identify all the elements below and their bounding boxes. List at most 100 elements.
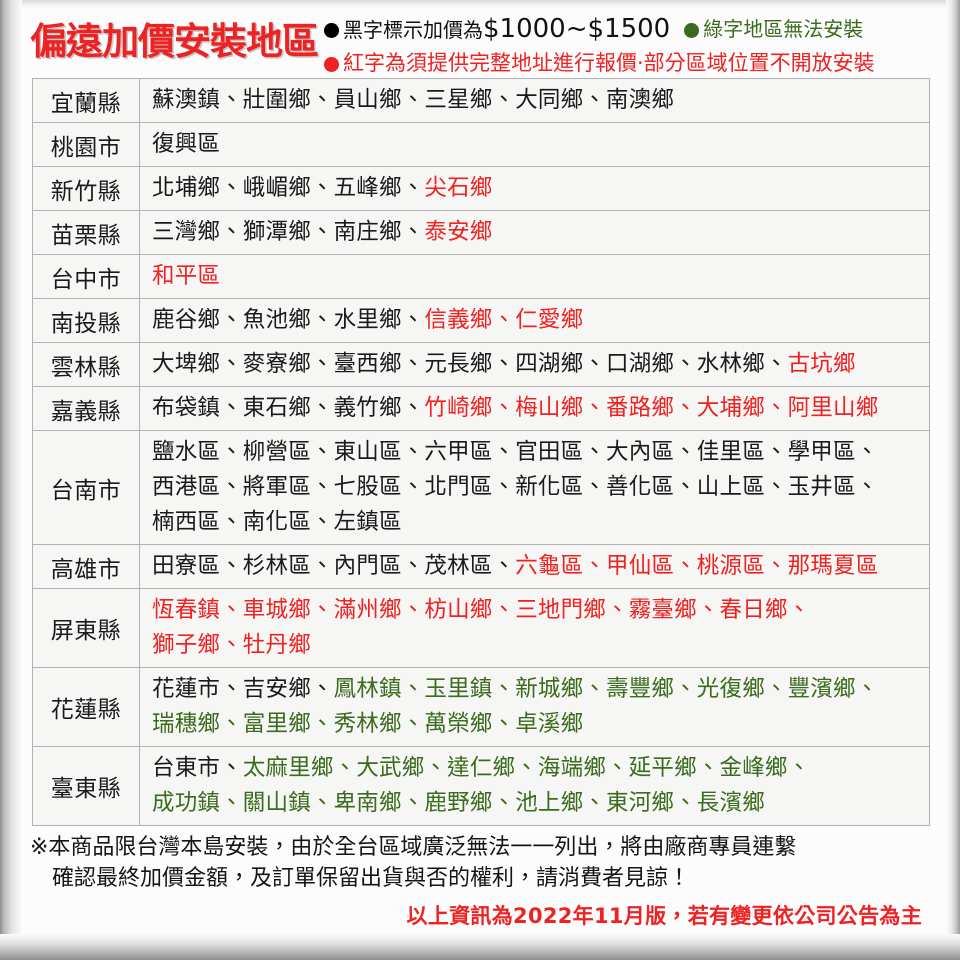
area-list-cell: 鹽水區、柳營區、東山區、六甲區、官田區、大內區、佳里區、學甲區、西港區、將軍區、… bbox=[140, 431, 929, 544]
area-line: 台東市、太麻里鄉、大武鄉、達仁鄉、海端鄉、延平鄉、金峰鄉、 bbox=[152, 751, 923, 786]
table-row: 宜蘭縣 蘇澳鎮、壯圍鄉、員山鄉、三星鄉、大同鄉、南澳鄉 bbox=[33, 79, 929, 123]
county-name-cell: 新竹縣 bbox=[33, 167, 140, 210]
area-line: 布袋鎮、東石鄉、義竹鄉、竹崎鄉、梅山鄉、番路鄉、大埔鄉、阿里山鄉 bbox=[152, 391, 923, 426]
area-list-cell: 復興區 bbox=[140, 123, 929, 166]
table-row: 新竹縣 北埔鄉、峨嵋鄉、五峰鄉、尖石鄉 bbox=[33, 167, 929, 211]
disclaimer-line-2: 確認最終加價金額，及訂單保留出貨與否的權利，請消費者見諒！ bbox=[52, 866, 691, 891]
area-segment-black: 西港區、將軍區、七股區、北門區、新化區、善化區、山上區、玉井區、 bbox=[152, 474, 879, 500]
area-list-cell: 田寮區、杉林區、內門區、茂林區、六龜區、甲仙區、桃源區、那瑪夏區 bbox=[140, 545, 929, 588]
area-segment-green: 太麻里鄉、大武鄉、達仁鄉、海端鄉、延平鄉、金峰鄉、 bbox=[242, 755, 811, 781]
area-list-cell: 蘇澳鎮、壯圍鄉、員山鄉、三星鄉、大同鄉、南澳鄉 bbox=[140, 79, 929, 122]
area-list-cell: 恆春鎮、車城鄉、滿州鄉、枋山鄉、三地門鄉、霧臺鄉、春日鄉、 獅子鄉、牡丹鄉 bbox=[140, 589, 929, 667]
county-name-cell: 嘉義縣 bbox=[33, 387, 140, 430]
area-line: 北埔鄉、峨嵋鄉、五峰鄉、尖石鄉 bbox=[152, 171, 923, 206]
area-line: 楠西區、南化區、左鎮區 bbox=[152, 505, 923, 540]
area-segment-red: 尖石鄉 bbox=[424, 175, 493, 201]
legend-price-range: $1000~$1500 bbox=[483, 13, 671, 44]
area-segment-red: 恆春鎮、車城鄉、滿州鄉、枋山鄉、三地門鄉、霧臺鄉、春日鄉、 bbox=[152, 597, 811, 623]
area-segment-black: 復興區 bbox=[152, 131, 221, 157]
area-segment-red: 竹崎鄉、梅山鄉、番路鄉、大埔鄉、阿里山鄉 bbox=[424, 395, 879, 421]
county-name-cell: 宜蘭縣 bbox=[33, 79, 140, 122]
legend-black-prefix: 黑字標示加價為 bbox=[343, 17, 483, 42]
table-row: 嘉義縣 布袋鎮、東石鄉、義竹鄉、竹崎鄉、梅山鄉、番路鄉、大埔鄉、阿里山鄉 bbox=[33, 387, 929, 431]
red-dot-icon bbox=[324, 56, 339, 72]
area-line: 田寮區、杉林區、內門區、茂林區、六龜區、甲仙區、桃源區、那瑪夏區 bbox=[152, 549, 923, 584]
area-segment-black: 布袋鎮、東石鄉、義竹鄉、 bbox=[152, 395, 425, 421]
frame-edge-left bbox=[0, 0, 22, 960]
county-name-cell: 苗栗縣 bbox=[33, 211, 140, 254]
table-row: 苗栗縣 三灣鄉、獅潭鄉、南庄鄉、泰安鄉 bbox=[33, 211, 929, 255]
county-name-cell: 台中市 bbox=[33, 255, 140, 298]
table-row: 屏東縣 恆春鎮、車城鄉、滿州鄉、枋山鄉、三地門鄉、霧臺鄉、春日鄉、 獅子鄉、牡丹鄉 bbox=[33, 589, 929, 668]
area-line: 蘇澳鎮、壯圍鄉、員山鄉、三星鄉、大同鄉、南澳鄉 bbox=[152, 83, 923, 118]
area-segment-black: 台東市、 bbox=[152, 755, 243, 781]
area-segment-red: 和平區 bbox=[152, 263, 221, 289]
area-line: 瑞穗鄉、富里鄉、秀林鄉、萬榮鄉、卓溪鄉 bbox=[152, 707, 923, 742]
table-row: 南投縣 鹿谷鄉、魚池鄉、水里鄉、信義鄉、仁愛鄉 bbox=[33, 299, 929, 343]
area-line: 和平區 bbox=[152, 259, 923, 294]
table-row: 桃園市 復興區 bbox=[33, 123, 929, 167]
table-row: 臺東縣 台東市、太麻里鄉、大武鄉、達仁鄉、海端鄉、延平鄉、金峰鄉、成功鎮、關山鎮、… bbox=[33, 747, 929, 825]
county-name-cell: 臺東縣 bbox=[33, 747, 140, 825]
area-line: 花蓮市、吉安鄉、鳳林鎮、玉里鎮、新城鄉、壽豐鄉、光復鄉、豐濱鄉、 bbox=[152, 672, 923, 707]
area-segment-red: 古坑鄉 bbox=[787, 351, 856, 377]
area-segment-red: 獅子鄉、牡丹鄉 bbox=[152, 632, 311, 658]
area-list-cell: 台東市、太麻里鄉、大武鄉、達仁鄉、海端鄉、延平鄉、金峰鄉、成功鎮、關山鎮、卑南鄉… bbox=[140, 747, 929, 825]
table-row: 雲林縣 大埤鄉、麥寮鄉、臺西鄉、元長鄉、四湖鄉、口湖鄉、水林鄉、古坑鄉 bbox=[33, 343, 929, 387]
banner-footer: ※本商品限台灣本島安裝，由於全台區域廣泛無法一一列出，將由廠商專員連繫 確認最終… bbox=[30, 832, 930, 930]
area-line: 復興區 bbox=[152, 127, 923, 162]
area-segment-green: 瑞穗鄉、富里鄉、秀林鄉、萬榮鄉、卓溪鄉 bbox=[152, 711, 584, 737]
area-segment-red: 信義鄉、仁愛鄉 bbox=[424, 307, 584, 333]
legend-green-text: 綠字地區無法安裝 bbox=[703, 17, 864, 41]
legend-red-text: 紅字為須提供完整地址進行報價·部分區域位置不開放安裝 bbox=[343, 51, 875, 75]
area-segment-black: 鹿谷鄉、魚池鄉、水里鄉、 bbox=[152, 307, 425, 333]
area-line: 成功鎮、關山鎮、卑南鄉、鹿野鄉、池上鄉、東河鄉、長濱鄉 bbox=[152, 786, 923, 821]
area-segment-black: 三灣鄉、獅潭鄉、南庄鄉、 bbox=[152, 219, 425, 245]
frame-edge-right bbox=[946, 0, 960, 960]
table-row: 台中市 和平區 bbox=[33, 255, 929, 299]
area-segment-green: 鳳林鎮、玉里鎮、新城鄉、壽豐鄉、光復鄉、豐濱鄉、 bbox=[333, 676, 879, 702]
disclaimer-note: ※本商品限台灣本島安裝，由於全台區域廣泛無法一一列出，將由廠商專員連繫 確認最終… bbox=[30, 832, 930, 894]
area-list-cell: 花蓮市、吉安鄉、鳳林鎮、玉里鎮、新城鄉、壽豐鄉、光復鄉、豐濱鄉、瑞穗鄉、富里鄉、… bbox=[140, 668, 929, 746]
area-line: 獅子鄉、牡丹鄉 bbox=[152, 628, 923, 663]
legend: 黑字標示加價為$1000~$1500 綠字地區無法安裝 紅字為須提供完整地址進行… bbox=[324, 8, 942, 80]
county-name-cell: 高雄市 bbox=[33, 545, 140, 588]
area-line: 西港區、將軍區、七股區、北門區、新化區、善化區、山上區、玉井區、 bbox=[152, 470, 923, 505]
remote-area-table: 宜蘭縣 蘇澳鎮、壯圍鄉、員山鄉、三星鄉、大同鄉、南澳鄉 桃園市 復興區 新竹縣 北埔鄉、峨… bbox=[32, 78, 930, 826]
area-segment-black: 大埤鄉、麥寮鄉、臺西鄉、元長鄉、四湖鄉、口湖鄉、水林鄉、 bbox=[152, 351, 788, 377]
banner-header: 偏遠加價安裝地區 黑字標示加價為$1000~$1500 綠字地區無法安裝 紅字為… bbox=[0, 0, 960, 78]
table-row: 台南市 鹽水區、柳營區、東山區、六甲區、官田區、大內區、佳里區、學甲區、西港區、將… bbox=[33, 431, 929, 545]
frame-edge-bottom bbox=[0, 934, 960, 960]
disclaimer-line-1: ※本商品限台灣本島安裝，由於全台區域廣泛無法一一列出，將由廠商專員連繫 bbox=[30, 835, 797, 860]
black-dot-icon bbox=[324, 22, 339, 38]
area-segment-green: 成功鎮、關山鎮、卑南鄉、鹿野鄉、池上鄉、東河鄉、長濱鄉 bbox=[152, 790, 765, 816]
area-list-cell: 布袋鎮、東石鄉、義竹鄉、竹崎鄉、梅山鄉、番路鄉、大埔鄉、阿里山鄉 bbox=[140, 387, 929, 430]
area-list-cell: 和平區 bbox=[140, 255, 929, 298]
table-row: 高雄市 田寮區、杉林區、內門區、茂林區、六龜區、甲仙區、桃源區、那瑪夏區 bbox=[33, 545, 929, 589]
green-dot-icon bbox=[684, 22, 700, 38]
area-line: 鹽水區、柳營區、東山區、六甲區、官田區、大內區、佳里區、學甲區、 bbox=[152, 435, 923, 470]
county-name-cell: 桃園市 bbox=[33, 123, 140, 166]
area-line: 大埤鄉、麥寮鄉、臺西鄉、元長鄉、四湖鄉、口湖鄉、水林鄉、古坑鄉 bbox=[152, 347, 923, 382]
area-segment-red: 泰安鄉 bbox=[424, 219, 493, 245]
area-list-cell: 大埤鄉、麥寮鄉、臺西鄉、元長鄉、四湖鄉、口湖鄉、水林鄉、古坑鄉 bbox=[140, 343, 929, 386]
page-title: 偏遠加價安裝地區 bbox=[30, 20, 319, 63]
area-list-cell: 北埔鄉、峨嵋鄉、五峰鄉、尖石鄉 bbox=[140, 167, 929, 210]
area-line: 鹿谷鄉、魚池鄉、水里鄉、信義鄉、仁愛鄉 bbox=[152, 303, 923, 338]
area-segment-black: 蘇澳鎮、壯圍鄉、員山鄉、三星鄉、大同鄉、南澳鄉 bbox=[152, 87, 675, 113]
county-name-cell: 雲林縣 bbox=[33, 343, 140, 386]
version-note: 以上資訊為2022年11月版，若有變更依公司公告為主 bbox=[406, 904, 922, 928]
legend-row-red: 紅字為須提供完整地址進行報價·部分區域位置不開放安裝 bbox=[324, 46, 942, 80]
area-segment-black: 楠西區、南化區、左鎮區 bbox=[152, 509, 402, 535]
county-name-cell: 台南市 bbox=[33, 431, 140, 544]
county-name-cell: 屏東縣 bbox=[33, 589, 140, 667]
legend-black-text: 黑字標示加價為$1000~$1500 bbox=[343, 12, 670, 47]
area-segment-black: 田寮區、杉林區、內門區、茂林區、 bbox=[152, 553, 516, 579]
county-name-cell: 南投縣 bbox=[33, 299, 140, 342]
county-name-cell: 花蓮縣 bbox=[33, 668, 140, 746]
area-line: 恆春鎮、車城鄉、滿州鄉、枋山鄉、三地門鄉、霧臺鄉、春日鄉、 bbox=[152, 593, 923, 628]
area-segment-black: 北埔鄉、峨嵋鄉、五峰鄉、 bbox=[152, 175, 425, 201]
area-segment-black: 花蓮市、吉安鄉、 bbox=[152, 676, 334, 702]
area-segment-red: 六龜區、甲仙區、桃源區、那瑪夏區 bbox=[515, 553, 879, 579]
